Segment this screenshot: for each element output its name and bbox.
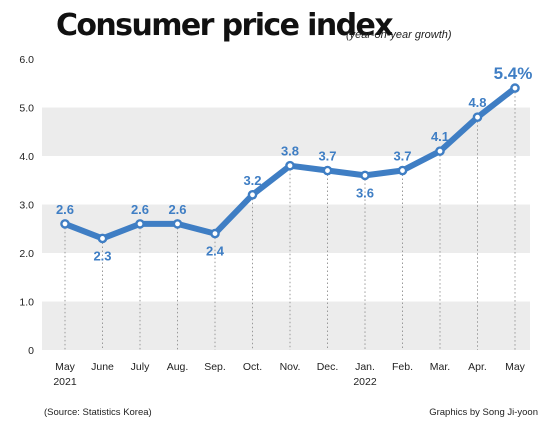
y-axis-ticks: 6.0 5.0 4.0 3.0 2.0 1.0 0: [19, 54, 34, 357]
data-label: 2.4: [206, 244, 225, 259]
x-tick-label: Dec.: [317, 361, 339, 373]
x-tick-label: May: [55, 361, 76, 373]
data-label: 3.6: [356, 185, 374, 200]
vertical-guides: [64, 88, 516, 350]
data-point: [472, 112, 483, 122]
data-label: 3.8: [281, 144, 299, 159]
data-label: 2.6: [56, 202, 74, 217]
data-label: 2.6: [168, 202, 186, 217]
data-point: [247, 189, 258, 200]
y-tick-label: 5.0: [19, 103, 34, 115]
data-point: [135, 219, 145, 229]
x-axis-labels: May 2021 June July Aug. Sep. Oct. Nov. Dec. Jan. 2…: [53, 361, 525, 388]
data-label: 4.8: [468, 95, 486, 110]
y-tick-label: 0: [28, 345, 34, 357]
x-tick-label: Oct.: [243, 361, 262, 373]
x-year-label: 2022: [353, 376, 377, 388]
x-year-label: 2021: [53, 376, 77, 388]
source-note: (Source: Statistics Korea): [44, 407, 152, 418]
x-tick-label: Sep.: [204, 361, 226, 373]
y-tick-label: 6.0: [19, 54, 34, 66]
x-tick-label: Apr.: [468, 361, 487, 373]
grid-band: [42, 204, 530, 253]
data-point: [60, 219, 70, 229]
x-tick-label: May: [505, 361, 526, 373]
data-point: [510, 83, 520, 93]
data-label: 2.3: [93, 248, 111, 263]
data-label: 3.7: [318, 149, 336, 164]
grid-band: [42, 301, 530, 350]
data-point: [397, 165, 408, 176]
data-point: [210, 228, 220, 239]
data-label: 4.1: [431, 129, 449, 144]
x-tick-label: Feb.: [392, 361, 413, 373]
x-tick-label: Mar.: [430, 361, 450, 373]
data-point: [360, 170, 370, 181]
data-labels: 2.6 2.3 2.6 2.6 2.4 3.2 3.8 3.7 3.6 3.7 4.1 4.8 5.4%: [56, 64, 532, 263]
chart-title: Consumer price index: [56, 8, 394, 43]
y-tick-label: 1.0: [19, 297, 34, 309]
y-tick-label: 2.0: [19, 248, 34, 260]
x-tick-label: Jan.: [355, 361, 375, 373]
data-label: 2.6: [131, 202, 149, 217]
grid-band: [42, 107, 530, 156]
data-point: [322, 165, 333, 176]
graphics-credit: Graphics by Song Ji-yoon: [429, 407, 538, 418]
x-tick-label: July: [131, 361, 150, 373]
data-points: [60, 83, 520, 244]
data-point: [172, 219, 183, 229]
x-tick-label: Aug.: [167, 361, 189, 373]
data-point: [285, 160, 295, 171]
chart-subtitle: (year-on-year growth): [346, 29, 452, 41]
data-label: 3.2: [243, 173, 261, 188]
y-tick-label: 4.0: [19, 151, 34, 163]
data-point: [435, 146, 445, 156]
x-tick-label: Nov.: [280, 361, 301, 373]
background-bands: [42, 107, 530, 350]
x-tick-label: June: [91, 361, 114, 373]
data-label-latest: 5.4%: [494, 64, 533, 83]
data-point: [97, 233, 108, 244]
data-label: 3.7: [393, 149, 411, 164]
y-tick-label: 3.0: [19, 200, 34, 212]
